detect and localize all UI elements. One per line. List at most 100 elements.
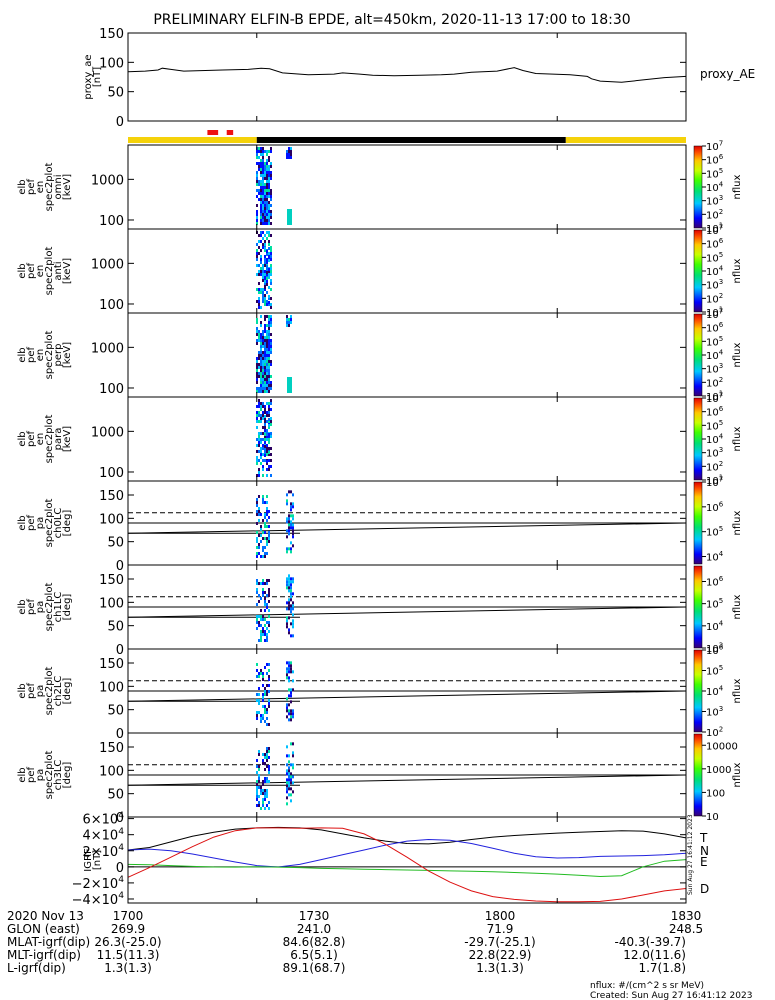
omni-pixel <box>258 168 260 171</box>
para-pixel <box>270 465 272 468</box>
ch1LC-pixel <box>260 633 262 636</box>
anti-pixel <box>268 303 270 306</box>
ch0LC-pixel <box>266 519 268 522</box>
para-pixel <box>268 402 270 405</box>
omni-pixel <box>260 216 262 219</box>
perp-colorbar-label: nflux <box>732 342 743 367</box>
region-bar-yellow-2 <box>565 137 686 143</box>
ch3LC-pixel <box>286 763 288 767</box>
omni-pixel <box>270 165 272 168</box>
perp-pixel <box>270 339 272 342</box>
perp-colorbar-tick-label: 101 <box>706 390 723 404</box>
anti-pixel <box>262 270 264 273</box>
ch3LC-pixel <box>290 763 292 767</box>
omni-pixel <box>262 210 264 213</box>
ch0LC-ytick-label: 0 <box>116 559 124 574</box>
ch3LC-pixel <box>258 765 260 768</box>
ch3LC-pixel <box>290 799 292 803</box>
para-pixel <box>266 420 268 423</box>
ch2LC-pixel <box>292 688 294 692</box>
omni-pixel <box>264 201 266 204</box>
omni-pixel <box>288 156 290 159</box>
perp-pixel <box>270 318 272 321</box>
omni-pixel <box>266 183 268 186</box>
ch1LC-pixel <box>290 598 292 602</box>
ch0LC-pixel <box>266 510 268 513</box>
perp-pixel <box>290 318 292 321</box>
ch3LC-colorbar <box>693 733 703 817</box>
igrf-frame <box>127 816 687 904</box>
anti-pixel <box>260 255 262 258</box>
ch1LC-pixel <box>260 582 262 585</box>
anti-pixel <box>270 246 272 249</box>
ch2LC-pixel <box>262 693 264 696</box>
perp-pixel <box>264 315 266 318</box>
ch3LC-pixel <box>286 790 288 794</box>
omni-pixel <box>260 192 262 195</box>
ch3LC-pixel <box>258 753 260 756</box>
omni-pixel <box>260 201 262 204</box>
para-ylabel-line: elb <box>17 431 28 446</box>
perp-pixel <box>268 378 270 381</box>
ch0LC-pixel <box>286 529 288 533</box>
ch2LC-pixel <box>268 705 270 708</box>
omni-pixel <box>256 162 258 165</box>
anti-pixel <box>268 259 270 262</box>
ch1LC-pixel <box>290 586 292 590</box>
ch3LC-pixel <box>260 786 262 789</box>
ch0LC-pixel <box>290 520 292 524</box>
anti-pixel <box>270 288 272 291</box>
ch3LC-loss-cone-line <box>127 774 687 786</box>
ch1LC-pixel <box>256 582 258 585</box>
ch0LC-pixel <box>256 510 258 513</box>
anti-pixel <box>256 273 258 276</box>
omni-pixel <box>268 159 270 162</box>
anti-pixel <box>270 282 272 285</box>
omni-pixel <box>268 207 270 210</box>
para-pixel <box>260 441 262 444</box>
ch0LC-pixel <box>286 499 288 503</box>
ch3LC-pixel <box>290 778 292 782</box>
ch0LC-pixel <box>290 550 292 554</box>
perp-pixel <box>270 342 272 345</box>
ch1LC-pixel <box>292 592 294 596</box>
ch3LC-ylabel-line: pa <box>35 769 46 781</box>
perp-pixel <box>264 369 266 372</box>
perp-pixel <box>268 360 270 363</box>
para-pixel <box>270 423 272 426</box>
omni-pixel <box>260 183 262 186</box>
omni-pixel <box>270 192 272 195</box>
para-pixel <box>268 433 270 436</box>
omni-ylabel-line: [keV] <box>62 174 73 200</box>
perp-pixel <box>262 369 264 372</box>
omni-pixel <box>268 150 270 153</box>
ch2LC-pixel <box>266 693 268 696</box>
para-colorbar-tick-label: 102 <box>706 460 723 474</box>
perp-pixel <box>258 354 260 357</box>
ch1LC-pixel <box>288 607 290 611</box>
ephem-value: 1.3(1.3) <box>476 961 524 975</box>
omni-pixel <box>270 174 272 177</box>
ch0LC-colorbar-tick-label: 106 <box>706 500 724 513</box>
ch2LC-pixel <box>258 693 260 696</box>
ch1LC-pixel <box>260 630 262 633</box>
ch0LC-pixel <box>262 537 264 540</box>
omni-colorbar-label: nflux <box>732 174 743 199</box>
para-pixel <box>260 414 262 417</box>
ch0LC-pixel <box>258 513 260 516</box>
ch3LC-pixel <box>256 759 258 762</box>
para-pixel <box>258 474 260 477</box>
perp-pixel <box>268 318 270 321</box>
omni-pixel <box>268 189 270 192</box>
ch3LC-pixel <box>290 787 292 791</box>
ch0LC-pixel <box>258 507 260 510</box>
ch3LC-pixel <box>262 780 264 783</box>
ch1LC-pixel <box>260 618 262 621</box>
perp-pixel <box>268 321 270 324</box>
ch1LC-pixel <box>258 582 260 585</box>
ch2LC-pixel <box>268 663 270 666</box>
perp-pixel <box>266 387 268 390</box>
time-tick-label-1800: 1800 <box>485 909 516 923</box>
ch3LC-pixel <box>292 790 294 794</box>
ch1LC-pixel <box>264 609 266 612</box>
